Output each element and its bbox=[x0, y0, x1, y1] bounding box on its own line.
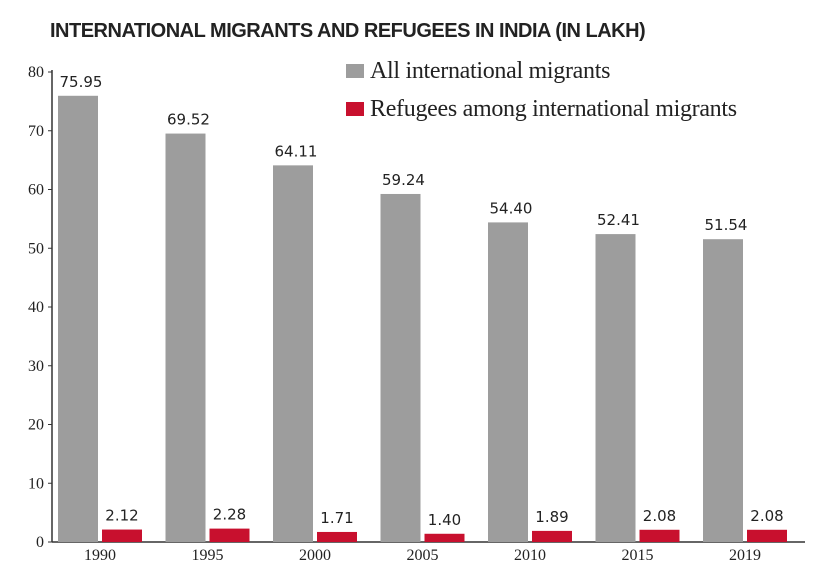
legend-item-refugees: Refugees among international migrants bbox=[346, 95, 737, 123]
bar-refugees bbox=[209, 528, 250, 542]
value-label-refugees: 1.71 bbox=[320, 509, 353, 527]
value-label-all-migrants: 64.11 bbox=[275, 142, 318, 160]
y-tick-label: 80 bbox=[28, 64, 44, 81]
x-tick-label: 2005 bbox=[407, 547, 439, 564]
y-tick-label: 70 bbox=[28, 123, 44, 140]
legend-swatch-refugees bbox=[346, 102, 364, 116]
x-tick-label: 1995 bbox=[192, 547, 224, 564]
y-tick-label: 20 bbox=[28, 417, 44, 434]
value-label-all-migrants: 52.41 bbox=[597, 211, 640, 229]
x-tick-label: 2000 bbox=[299, 547, 331, 564]
value-label-refugees: 2.08 bbox=[750, 507, 783, 525]
value-label-all-migrants: 54.40 bbox=[490, 199, 533, 217]
bar-all-migrants bbox=[703, 239, 743, 542]
y-tick-label: 60 bbox=[28, 182, 44, 199]
chart-title: INTERNATIONAL MIGRANTS AND REFUGEES IN I… bbox=[50, 20, 646, 42]
value-label-refugees: 2.28 bbox=[213, 506, 246, 524]
value-label-all-migrants: 59.24 bbox=[382, 171, 425, 189]
x-tick-label: 1990 bbox=[84, 547, 116, 564]
value-label-all-migrants: 75.95 bbox=[60, 73, 103, 91]
value-label-all-migrants: 69.52 bbox=[167, 111, 210, 129]
legend-label-refugees: Refugees among international migrants bbox=[370, 95, 737, 122]
bar-refugees bbox=[639, 529, 680, 542]
legend-swatch-all-migrants bbox=[346, 64, 364, 78]
bar-refugees bbox=[424, 533, 465, 542]
bar-refugees bbox=[532, 530, 572, 542]
bar-refugees bbox=[102, 529, 142, 542]
x-tick-label: 2010 bbox=[514, 547, 546, 564]
y-tick-label: 50 bbox=[28, 240, 44, 257]
bar-all-migrants bbox=[273, 165, 313, 542]
bar-all-migrants bbox=[595, 234, 636, 542]
x-tick-label: 2019 bbox=[729, 547, 761, 564]
legend-label-all-migrants: All international migrants bbox=[370, 57, 611, 84]
bar-refugees bbox=[317, 531, 357, 542]
bar-refugees bbox=[747, 529, 787, 542]
bar-all-migrants bbox=[165, 133, 206, 542]
value-label-refugees: 1.40 bbox=[428, 511, 461, 529]
x-tick-label: 2015 bbox=[622, 547, 654, 564]
y-tick-label: 0 bbox=[36, 534, 44, 551]
bar-all-migrants bbox=[58, 95, 98, 542]
legend-item-all-migrants: All international migrants bbox=[346, 57, 610, 85]
y-tick-label: 10 bbox=[28, 475, 44, 492]
value-label-refugees: 2.12 bbox=[105, 507, 138, 525]
value-label-refugees: 2.08 bbox=[643, 507, 676, 525]
bar-all-migrants bbox=[488, 222, 528, 542]
value-label-refugees: 1.89 bbox=[535, 508, 568, 526]
value-label-all-migrants: 51.54 bbox=[705, 216, 748, 234]
y-tick-label: 30 bbox=[28, 358, 44, 375]
y-tick-label: 40 bbox=[28, 299, 44, 316]
bar-all-migrants bbox=[380, 193, 421, 542]
